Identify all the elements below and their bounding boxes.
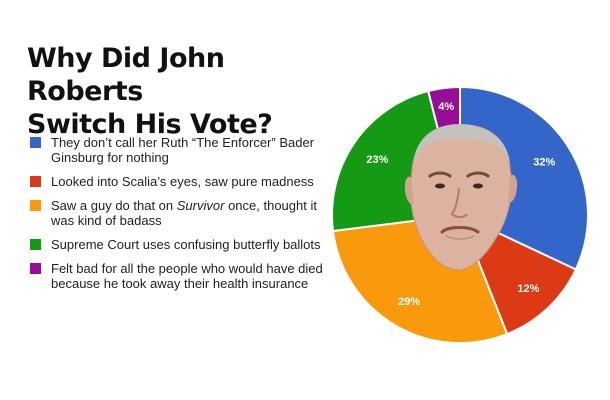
- pie-slice-label: 12%: [517, 283, 539, 295]
- pie-slice-label: 29%: [398, 296, 420, 308]
- legend-item: Supreme Court uses confusing butterfly b…: [30, 237, 330, 252]
- legend-item: Saw a guy do that on Survivor once, thou…: [30, 198, 330, 228]
- pie-slice-labels: 32% 12% 29% 23% 4%: [366, 101, 555, 308]
- legend-label: Supreme Court uses confusing butterfly b…: [51, 237, 321, 252]
- legend-label: They don’t call her Ruth “The Enforcer” …: [51, 135, 315, 165]
- pie-slice-label: 32%: [533, 157, 555, 169]
- legend-swatch: [30, 176, 41, 187]
- legend-swatch: [30, 200, 41, 211]
- chart-legend: They don’t call her Ruth “The Enforcer” …: [30, 135, 330, 291]
- chart-title-line-1: Why Did John Roberts: [27, 43, 225, 107]
- pie-slice-label: 4%: [438, 101, 454, 113]
- legend-swatch: [30, 239, 41, 250]
- legend-swatch: [30, 137, 41, 148]
- pie-slice-label: 23%: [366, 154, 388, 166]
- legend-item: They don’t call her Ruth “The Enforcer” …: [30, 135, 330, 165]
- legend-item: Felt bad for all the people who would ha…: [30, 261, 330, 291]
- chart-title: Why Did John Roberts Switch His Vote?: [27, 42, 347, 141]
- chart-title-line-2: Switch His Vote?: [27, 109, 273, 140]
- legend-swatch: [30, 263, 41, 274]
- legend-label: Saw a guy do that on Survivor once, thou…: [51, 198, 317, 228]
- legend-label: Looked into Scalia’s eyes, saw pure madn…: [51, 174, 314, 189]
- legend-label: Felt bad for all the people who would ha…: [51, 261, 323, 291]
- legend-item: Looked into Scalia’s eyes, saw pure madn…: [30, 174, 330, 189]
- john-roberts-face-photo: [404, 124, 518, 271]
